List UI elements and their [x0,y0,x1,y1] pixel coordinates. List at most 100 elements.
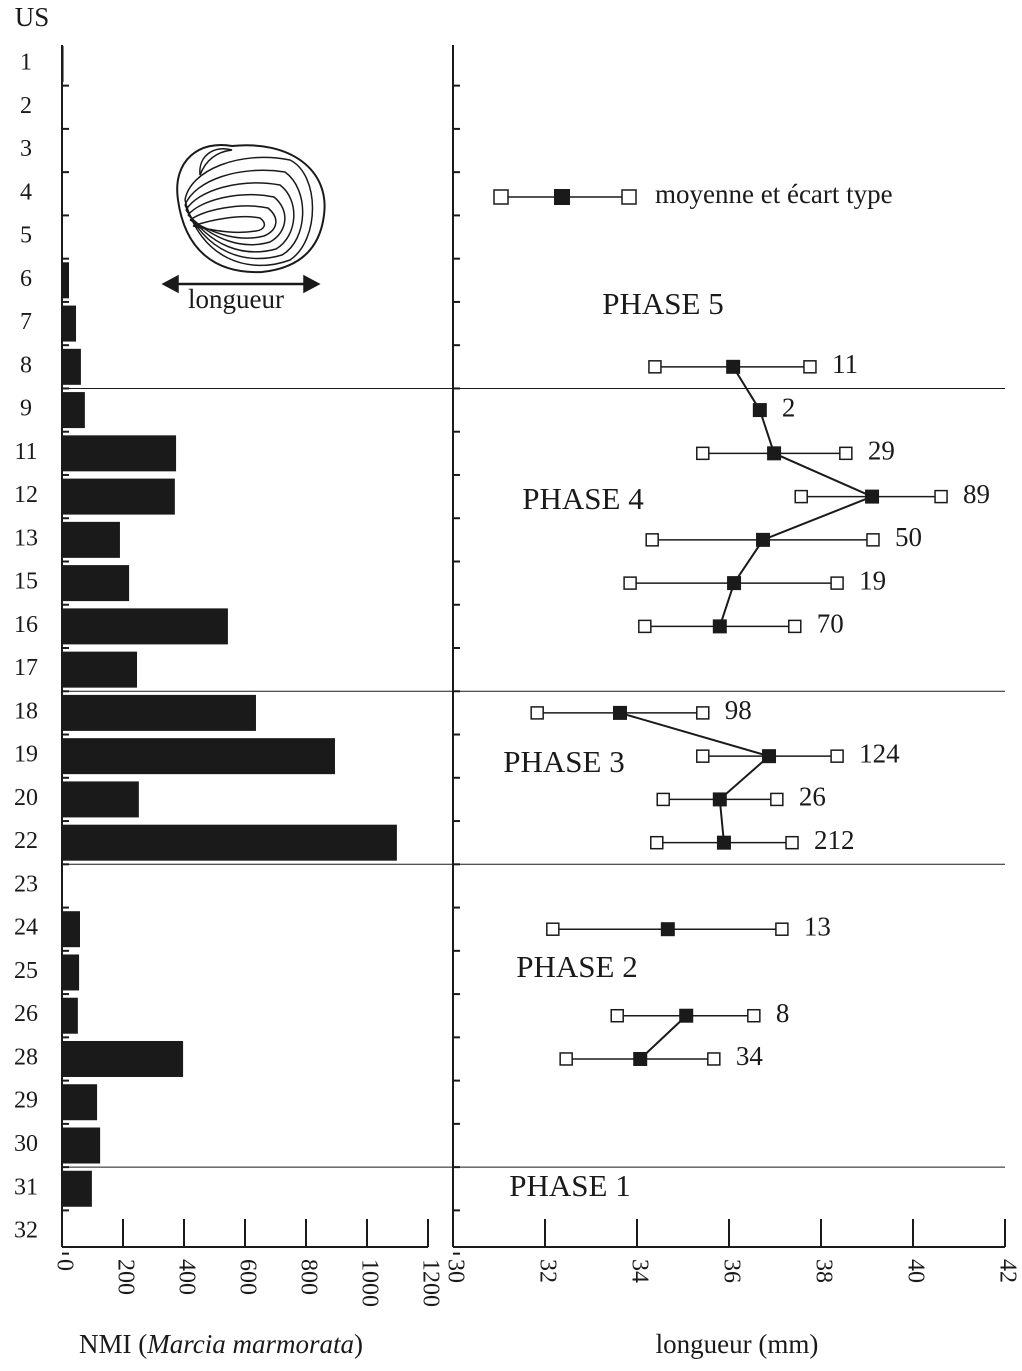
mean-marker [752,403,767,418]
y-tick-label: 24 [14,915,38,941]
bar [62,565,130,602]
bar [62,694,256,731]
x-tick-label: 34 [627,1259,653,1283]
error-cap [830,749,844,763]
illustration-label: longueur [188,284,284,314]
error-cap [648,360,662,374]
error-cap [696,706,710,720]
error-cap [785,835,799,850]
mean-line [639,1014,687,1060]
x-tick-label: 40 [903,1259,929,1283]
mean-marker [762,749,777,764]
error-cap [559,1052,573,1066]
x-tick-label: 42 [995,1259,1021,1283]
y-tick-label: 1 [20,50,32,76]
bar [62,911,80,948]
sample-size-label: 212 [814,825,855,855]
x-axis-title-part: NMI ( [79,1329,147,1359]
error-cap [650,835,664,850]
y-tick-label: 8 [20,352,32,378]
y-tick-label: 5 [20,223,32,249]
error-cap [530,706,544,720]
sample-size-label: 2 [782,392,796,422]
sample-size-label: 8 [776,998,790,1028]
x-tick-label: 0 [52,1259,78,1271]
mean-marker [865,489,880,504]
y-tick-label: 18 [14,698,38,724]
phase-label: PHASE 5 [602,286,723,321]
error-cap [610,1008,624,1023]
error-cap [775,922,789,936]
error-cap [696,749,710,763]
sample-size-label: 98 [725,695,752,725]
phase-label: PHASE 4 [522,481,644,516]
bar [62,1084,98,1121]
mean-marker [727,576,742,591]
x-tick-label: 600 [235,1259,261,1295]
sample-size-label: 124 [859,738,900,768]
sample-size-label: 70 [817,609,844,639]
y-tick-label: 15 [14,569,38,595]
x-axis-title: longueur (mm) [656,1329,819,1359]
y-tick-label: 30 [14,1131,38,1157]
error-cap [707,1052,721,1066]
shell-illustration [161,144,326,294]
bar [62,46,64,82]
y-tick-label: 9 [20,396,32,422]
y-tick-label: 20 [14,785,38,811]
y-tick-label: 4 [20,179,32,205]
y-tick-label: 19 [14,742,38,768]
error-cap [638,619,652,634]
y-tick-label: 7 [20,309,32,335]
mean-marker [612,705,627,720]
x-axis-title: NMI (Marcia marmorata) [79,1329,363,1359]
bar [62,262,70,299]
mean-marker [633,1051,648,1066]
error-cap [934,489,948,504]
x-tick-label: 400 [174,1259,200,1295]
y-tick-label: 23 [14,871,38,897]
bar [62,954,80,991]
y-tick-label: 22 [14,828,38,854]
y-tick-label: 17 [14,655,38,681]
x-tick-label: 32 [535,1259,561,1283]
bar [62,1127,101,1164]
y-tick-label: 32 [14,1218,38,1244]
bar [62,521,120,558]
phase-label: PHASE 2 [516,949,637,984]
y-tick-label: 13 [14,525,38,551]
mean-marker [712,619,727,634]
y-tick-label: 6 [20,266,32,292]
sample-size-label: 89 [963,479,990,509]
error-cap [794,489,808,504]
mean-marker [756,532,771,547]
phase-label: PHASE 1 [509,1168,630,1203]
error-cap [866,533,880,547]
mean-marker [716,835,731,850]
x-tick-label: 36 [719,1259,745,1283]
sample-size-label: 19 [859,565,886,595]
legend-label: moyenne et écart type [655,179,893,209]
mean-line [619,711,772,843]
x-axis-title-part: ) [354,1329,363,1359]
x-axis-title-part: Marcia marmorata [146,1329,354,1359]
legend-cap [493,189,509,205]
error-cap [788,619,802,634]
sample-size-label: 26 [799,782,826,812]
error-cap [770,792,784,807]
bar [62,392,85,429]
mean-marker [679,1008,694,1023]
error-cap [696,446,710,461]
bar [62,348,81,385]
bar [62,824,397,861]
y-tick-label: 25 [14,958,38,984]
y-tick-label: 11 [14,439,37,465]
bar [62,1040,184,1077]
bar [62,608,228,645]
mean-marker [726,359,741,374]
bar [62,435,177,472]
bar [62,738,335,775]
error-cap [623,576,637,590]
mean-marker [712,792,727,807]
